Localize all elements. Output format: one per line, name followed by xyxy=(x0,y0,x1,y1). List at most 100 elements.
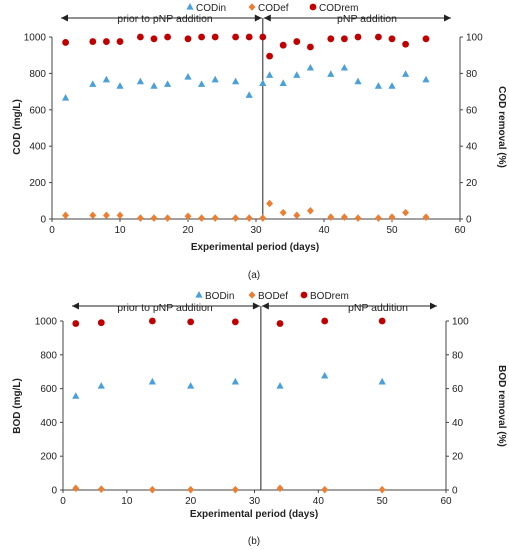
data-point-codin xyxy=(184,73,192,80)
y2-tick-label: 40 xyxy=(466,142,478,153)
y2-tick-label: 20 xyxy=(466,178,478,189)
data-point-codef xyxy=(422,213,430,221)
phase-label-before: prior to pNP addition xyxy=(117,13,213,25)
data-point-codin xyxy=(232,77,240,85)
y2-tick-label: 100 xyxy=(452,317,469,328)
y-tick-label: 800 xyxy=(29,69,46,80)
data-point-codrem xyxy=(259,33,267,41)
data-point-bodef xyxy=(72,484,80,493)
legend-marker-triangle xyxy=(195,291,203,298)
data-point-codrem xyxy=(137,33,144,41)
panel-label: (b) xyxy=(248,536,260,547)
phase-arrow-after-head-left xyxy=(261,302,269,310)
data-point-codrem xyxy=(89,38,97,45)
panel-label: (a) xyxy=(248,270,260,281)
data-point-bodef xyxy=(97,485,105,493)
chart-panel-a: CODin CODef CODrem prior to pNP addition… xyxy=(12,3,507,281)
data-point-codef xyxy=(150,214,158,222)
legend-marker-circle xyxy=(309,3,317,11)
legend-label-removal: CODrem xyxy=(319,3,358,14)
y-axis-title: COD (mg/L) xyxy=(12,99,23,155)
data-point-codef xyxy=(245,214,253,222)
data-point-codrem xyxy=(293,38,301,45)
phase-label-after: pNP addition xyxy=(337,13,397,25)
data-point-codin xyxy=(62,93,70,101)
x-tick-label: 60 xyxy=(440,496,452,507)
data-point-codef xyxy=(232,214,239,222)
data-point-bodrem xyxy=(321,317,329,325)
data-point-bodrem xyxy=(97,319,105,327)
data-point-codin xyxy=(245,91,253,98)
data-point-bodin xyxy=(97,382,105,389)
data-point-codef xyxy=(259,214,267,222)
data-point-codrem xyxy=(266,52,273,60)
x-tick-label: 30 xyxy=(249,496,261,507)
legend-label-effluent: CODef xyxy=(258,3,289,14)
x-tick-label: 20 xyxy=(182,225,194,236)
data-point-codin xyxy=(102,75,110,83)
data-point-codef xyxy=(184,212,192,221)
data-point-codrem xyxy=(184,35,192,43)
y2-tick-label: 40 xyxy=(452,418,464,429)
data-point-codrem xyxy=(245,33,253,41)
data-point-codin xyxy=(198,80,206,87)
phase-arrow-after-head-left xyxy=(263,14,271,22)
data-point-codef xyxy=(198,214,205,222)
y2-tick-label: 60 xyxy=(452,384,464,395)
data-point-codin xyxy=(374,82,382,89)
data-point-codin xyxy=(89,80,97,87)
phase-label-before: prior to pNP addition xyxy=(117,302,213,314)
y-tick-label: 400 xyxy=(40,418,57,429)
data-point-codrem xyxy=(150,35,158,43)
data-point-codin xyxy=(150,82,158,89)
x-tick-label: 0 xyxy=(49,225,55,236)
legend-label-removal: BODrem xyxy=(310,291,349,302)
data-point-bodef xyxy=(187,485,195,494)
y-tick-label: 0 xyxy=(51,486,57,497)
data-point-codrem xyxy=(198,33,206,41)
data-point-codrem xyxy=(327,35,335,43)
data-point-codrem xyxy=(307,43,314,51)
data-point-codef xyxy=(327,213,335,221)
data-point-bodrem xyxy=(378,317,386,325)
data-point-codrem xyxy=(402,40,409,48)
data-point-bodef xyxy=(321,485,329,494)
data-point-bodrem xyxy=(231,318,239,326)
legend-label-effluent: BODef xyxy=(258,291,288,302)
y2-tick-label: 20 xyxy=(452,452,464,463)
data-point-codin xyxy=(340,63,348,71)
data-point-codef xyxy=(116,211,124,220)
data-point-bodin xyxy=(276,382,284,389)
y-tick-label: 200 xyxy=(40,452,57,463)
phase-label-after: pNP addition xyxy=(348,302,408,314)
data-point-codef xyxy=(279,208,287,217)
data-point-bodin xyxy=(321,371,329,379)
phase-arrow-after-head-right xyxy=(430,302,437,310)
data-point-bodrem xyxy=(187,318,195,326)
y2-tick-label: 60 xyxy=(466,105,478,116)
data-point-codef xyxy=(137,214,144,222)
data-point-codef xyxy=(341,213,348,221)
data-point-codef xyxy=(307,207,314,215)
data-point-codin xyxy=(116,82,124,89)
data-point-codef xyxy=(375,214,382,222)
x-tick-label: 10 xyxy=(114,225,126,236)
data-point-codrem xyxy=(103,38,110,45)
x-tick-label: 50 xyxy=(386,225,398,236)
x-tick-label: 40 xyxy=(318,225,330,236)
data-point-codin xyxy=(422,75,430,83)
data-point-codef xyxy=(293,211,301,220)
data-point-codin xyxy=(266,71,274,78)
y2-tick-label: 80 xyxy=(466,69,478,80)
data-point-codrem xyxy=(341,35,348,43)
y-tick-label: 600 xyxy=(29,105,46,116)
data-point-codef xyxy=(354,214,362,222)
data-point-bodrem xyxy=(276,320,284,327)
chart-panel-b: BODin BODef BODrem prior to pNP addition… xyxy=(12,291,507,547)
data-point-codrem xyxy=(279,41,287,49)
data-point-bodin xyxy=(231,377,239,385)
x-axis-title: Experimental period (days) xyxy=(190,509,318,520)
x-tick-label: 50 xyxy=(377,496,389,507)
x-tick-label: 0 xyxy=(60,496,66,507)
x-tick-label: 40 xyxy=(313,496,325,507)
